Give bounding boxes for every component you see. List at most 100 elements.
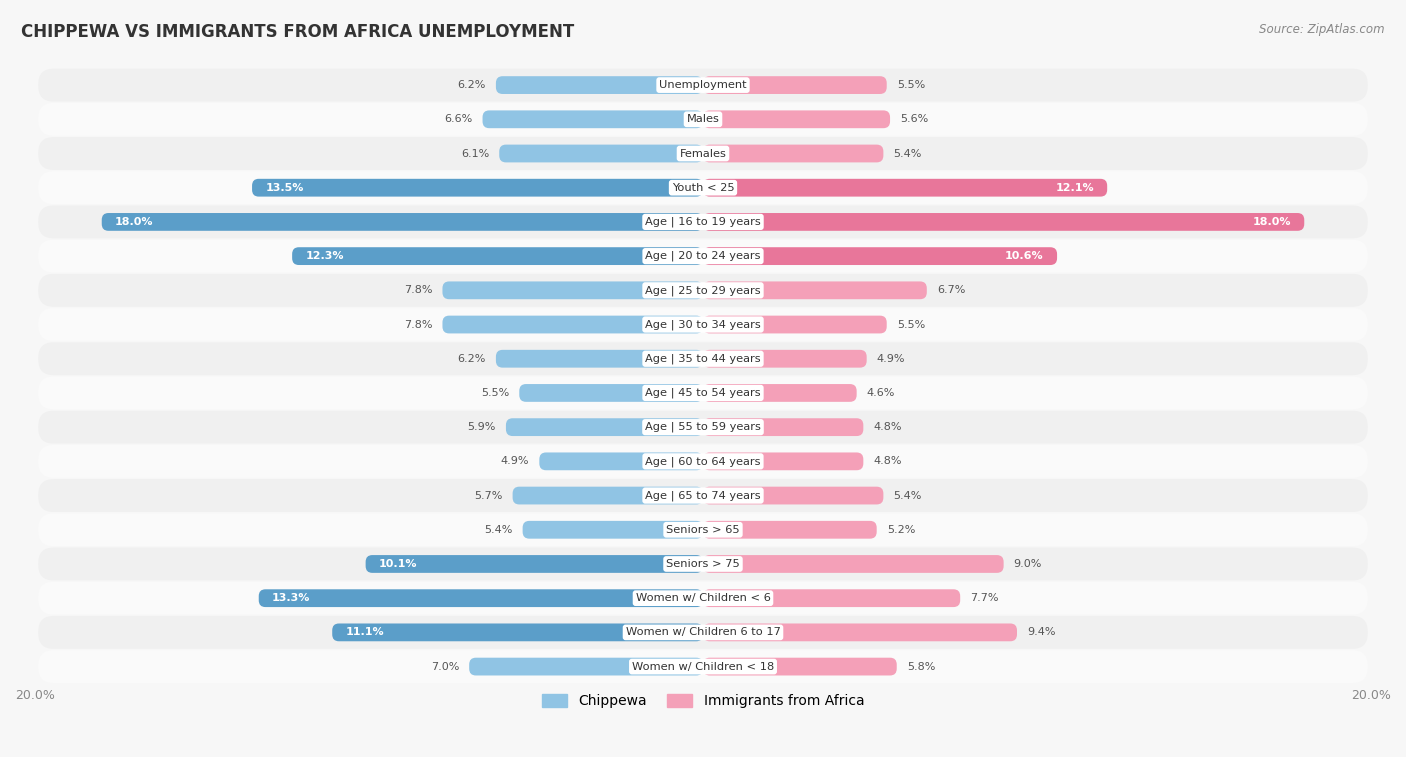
Text: Females: Females	[679, 148, 727, 158]
FancyBboxPatch shape	[703, 316, 887, 333]
FancyBboxPatch shape	[38, 342, 1368, 375]
FancyBboxPatch shape	[703, 453, 863, 470]
Text: 18.0%: 18.0%	[115, 217, 153, 227]
Text: Age | 16 to 19 years: Age | 16 to 19 years	[645, 217, 761, 227]
FancyBboxPatch shape	[38, 479, 1368, 512]
Text: 13.5%: 13.5%	[266, 182, 304, 193]
Text: 7.0%: 7.0%	[430, 662, 460, 671]
Text: 4.9%: 4.9%	[501, 456, 529, 466]
Text: Age | 25 to 29 years: Age | 25 to 29 years	[645, 285, 761, 295]
FancyBboxPatch shape	[499, 145, 703, 163]
FancyBboxPatch shape	[703, 111, 890, 128]
FancyBboxPatch shape	[38, 205, 1368, 238]
Text: 6.6%: 6.6%	[444, 114, 472, 124]
Text: 13.3%: 13.3%	[273, 593, 311, 603]
FancyBboxPatch shape	[38, 308, 1368, 341]
FancyBboxPatch shape	[703, 521, 877, 539]
FancyBboxPatch shape	[703, 282, 927, 299]
Legend: Chippewa, Immigrants from Africa: Chippewa, Immigrants from Africa	[536, 689, 870, 714]
FancyBboxPatch shape	[703, 624, 1017, 641]
FancyBboxPatch shape	[38, 171, 1368, 204]
FancyBboxPatch shape	[38, 274, 1368, 307]
FancyBboxPatch shape	[703, 213, 1305, 231]
FancyBboxPatch shape	[38, 582, 1368, 615]
FancyBboxPatch shape	[366, 555, 703, 573]
FancyBboxPatch shape	[703, 350, 866, 368]
FancyBboxPatch shape	[443, 316, 703, 333]
Text: 7.7%: 7.7%	[970, 593, 998, 603]
FancyBboxPatch shape	[703, 145, 883, 163]
FancyBboxPatch shape	[506, 419, 703, 436]
Text: CHIPPEWA VS IMMIGRANTS FROM AFRICA UNEMPLOYMENT: CHIPPEWA VS IMMIGRANTS FROM AFRICA UNEMP…	[21, 23, 574, 41]
Text: Women w/ Children < 6: Women w/ Children < 6	[636, 593, 770, 603]
Text: 5.8%: 5.8%	[907, 662, 935, 671]
FancyBboxPatch shape	[38, 445, 1368, 478]
FancyBboxPatch shape	[101, 213, 703, 231]
Text: 4.8%: 4.8%	[873, 456, 901, 466]
Text: Age | 45 to 54 years: Age | 45 to 54 years	[645, 388, 761, 398]
FancyBboxPatch shape	[332, 624, 703, 641]
FancyBboxPatch shape	[38, 376, 1368, 410]
Text: 5.5%: 5.5%	[897, 319, 925, 329]
FancyBboxPatch shape	[470, 658, 703, 675]
FancyBboxPatch shape	[513, 487, 703, 504]
FancyBboxPatch shape	[523, 521, 703, 539]
FancyBboxPatch shape	[252, 179, 703, 197]
Text: Age | 60 to 64 years: Age | 60 to 64 years	[645, 456, 761, 466]
FancyBboxPatch shape	[496, 350, 703, 368]
FancyBboxPatch shape	[38, 103, 1368, 136]
FancyBboxPatch shape	[496, 76, 703, 94]
FancyBboxPatch shape	[540, 453, 703, 470]
Text: Women w/ Children < 18: Women w/ Children < 18	[631, 662, 775, 671]
FancyBboxPatch shape	[38, 513, 1368, 547]
Text: 5.7%: 5.7%	[474, 491, 502, 500]
FancyBboxPatch shape	[38, 547, 1368, 581]
FancyBboxPatch shape	[703, 487, 883, 504]
Text: 12.1%: 12.1%	[1054, 182, 1094, 193]
Text: 5.2%: 5.2%	[887, 525, 915, 534]
FancyBboxPatch shape	[519, 384, 703, 402]
Text: Age | 20 to 24 years: Age | 20 to 24 years	[645, 251, 761, 261]
Text: Seniors > 75: Seniors > 75	[666, 559, 740, 569]
FancyBboxPatch shape	[292, 248, 703, 265]
FancyBboxPatch shape	[38, 137, 1368, 170]
Text: 5.4%: 5.4%	[893, 148, 922, 158]
FancyBboxPatch shape	[703, 384, 856, 402]
Text: 9.0%: 9.0%	[1014, 559, 1042, 569]
Text: 4.6%: 4.6%	[866, 388, 896, 398]
Text: 4.9%: 4.9%	[877, 354, 905, 363]
FancyBboxPatch shape	[703, 179, 1107, 197]
Text: 5.6%: 5.6%	[900, 114, 928, 124]
FancyBboxPatch shape	[38, 616, 1368, 649]
Text: 6.7%: 6.7%	[936, 285, 965, 295]
FancyBboxPatch shape	[703, 248, 1057, 265]
FancyBboxPatch shape	[38, 411, 1368, 444]
FancyBboxPatch shape	[703, 76, 887, 94]
Text: 18.0%: 18.0%	[1253, 217, 1291, 227]
Text: 7.8%: 7.8%	[404, 319, 433, 329]
Text: Youth < 25: Youth < 25	[672, 182, 734, 193]
FancyBboxPatch shape	[38, 240, 1368, 273]
FancyBboxPatch shape	[703, 658, 897, 675]
FancyBboxPatch shape	[703, 419, 863, 436]
FancyBboxPatch shape	[443, 282, 703, 299]
Text: 10.1%: 10.1%	[380, 559, 418, 569]
FancyBboxPatch shape	[38, 650, 1368, 683]
Text: Males: Males	[686, 114, 720, 124]
FancyBboxPatch shape	[38, 69, 1368, 101]
Text: 9.4%: 9.4%	[1026, 628, 1056, 637]
Text: Age | 65 to 74 years: Age | 65 to 74 years	[645, 491, 761, 501]
Text: 6.1%: 6.1%	[461, 148, 489, 158]
FancyBboxPatch shape	[703, 589, 960, 607]
FancyBboxPatch shape	[482, 111, 703, 128]
Text: 5.4%: 5.4%	[893, 491, 922, 500]
Text: Age | 30 to 34 years: Age | 30 to 34 years	[645, 319, 761, 330]
Text: Age | 35 to 44 years: Age | 35 to 44 years	[645, 354, 761, 364]
Text: Women w/ Children 6 to 17: Women w/ Children 6 to 17	[626, 628, 780, 637]
FancyBboxPatch shape	[259, 589, 703, 607]
Text: 5.9%: 5.9%	[468, 422, 496, 432]
Text: 10.6%: 10.6%	[1005, 251, 1043, 261]
Text: 6.2%: 6.2%	[457, 80, 486, 90]
Text: 7.8%: 7.8%	[404, 285, 433, 295]
Text: Seniors > 65: Seniors > 65	[666, 525, 740, 534]
